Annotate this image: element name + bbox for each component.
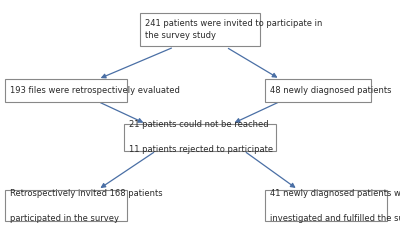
Text: 241 patients were invited to participate in
the survey study: 241 patients were invited to participate… [145, 19, 322, 40]
FancyBboxPatch shape [265, 79, 371, 102]
FancyBboxPatch shape [5, 190, 127, 221]
Text: 193 files were retrospectively evaluated: 193 files were retrospectively evaluated [10, 86, 180, 95]
FancyBboxPatch shape [124, 124, 276, 151]
Text: 41 newly diagnosed patients were

investigated and fulfilled the surveys: 41 newly diagnosed patients were investi… [270, 189, 400, 223]
FancyBboxPatch shape [140, 13, 260, 46]
FancyBboxPatch shape [5, 79, 127, 102]
Text: 21 patients could not be reached

11 patients rejected to participate: 21 patients could not be reached 11 pati… [129, 121, 273, 154]
Text: Retrospectively invited 168 patients

participated in the survey: Retrospectively invited 168 patients par… [10, 189, 162, 223]
Text: 48 newly diagnosed patients: 48 newly diagnosed patients [270, 86, 391, 95]
FancyBboxPatch shape [265, 190, 387, 221]
